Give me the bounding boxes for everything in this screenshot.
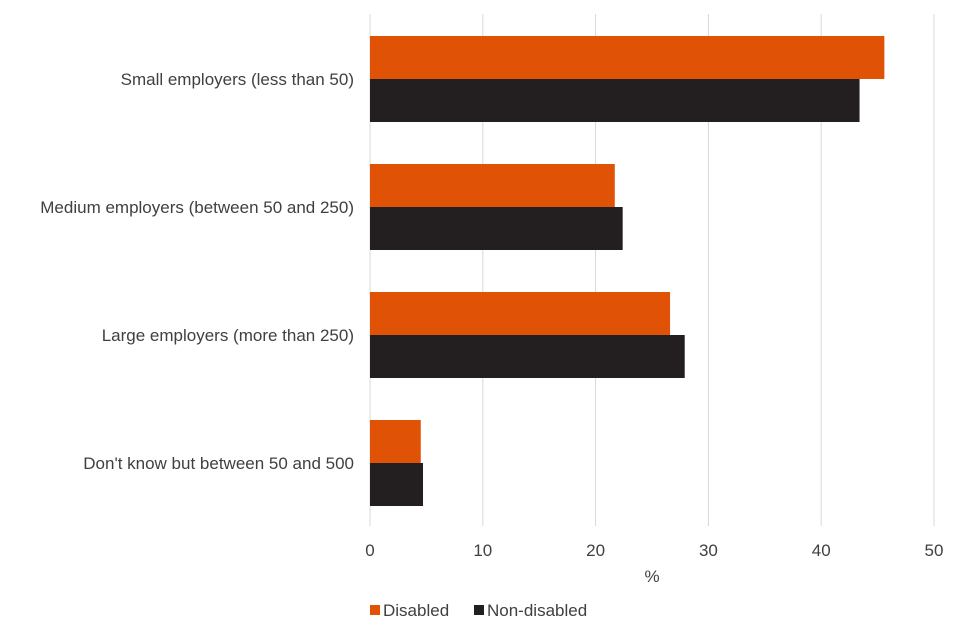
legend-label: Disabled: [383, 601, 449, 620]
bar-non-disabled: [370, 207, 623, 250]
legend: Disabled Non-disabled: [370, 601, 587, 620]
legend-swatch: [370, 605, 380, 615]
legend-swatch: [474, 605, 484, 615]
category-label: Medium employers (between 50 and 250): [40, 198, 354, 217]
bar-non-disabled: [370, 463, 423, 506]
bar-chart: Small employers (less than 50) Medium emp…: [0, 0, 960, 640]
x-tick-label: 20: [586, 541, 605, 560]
x-axis-title: %: [644, 567, 659, 586]
category-labels: Small employers (less than 50) Medium emp…: [40, 70, 354, 473]
x-tick-label: 50: [925, 541, 944, 560]
x-tick-label: 10: [473, 541, 492, 560]
bar-non-disabled: [370, 79, 860, 122]
category-label: Small employers (less than 50): [121, 70, 354, 89]
bar-disabled: [370, 420, 421, 463]
bar-disabled: [370, 36, 884, 79]
category-label: Large employers (more than 250): [102, 326, 354, 345]
bar-disabled: [370, 164, 615, 207]
bar-disabled: [370, 292, 670, 335]
x-axis-ticks: 0 10 20 30 40 50: [365, 541, 943, 560]
x-tick-label: 0: [365, 541, 374, 560]
x-tick-label: 30: [699, 541, 718, 560]
bar-non-disabled: [370, 335, 685, 378]
category-label: Don't know but between 50 and 500: [83, 454, 354, 473]
legend-label: Non-disabled: [487, 601, 587, 620]
bars: [370, 36, 884, 506]
x-tick-label: 40: [812, 541, 831, 560]
